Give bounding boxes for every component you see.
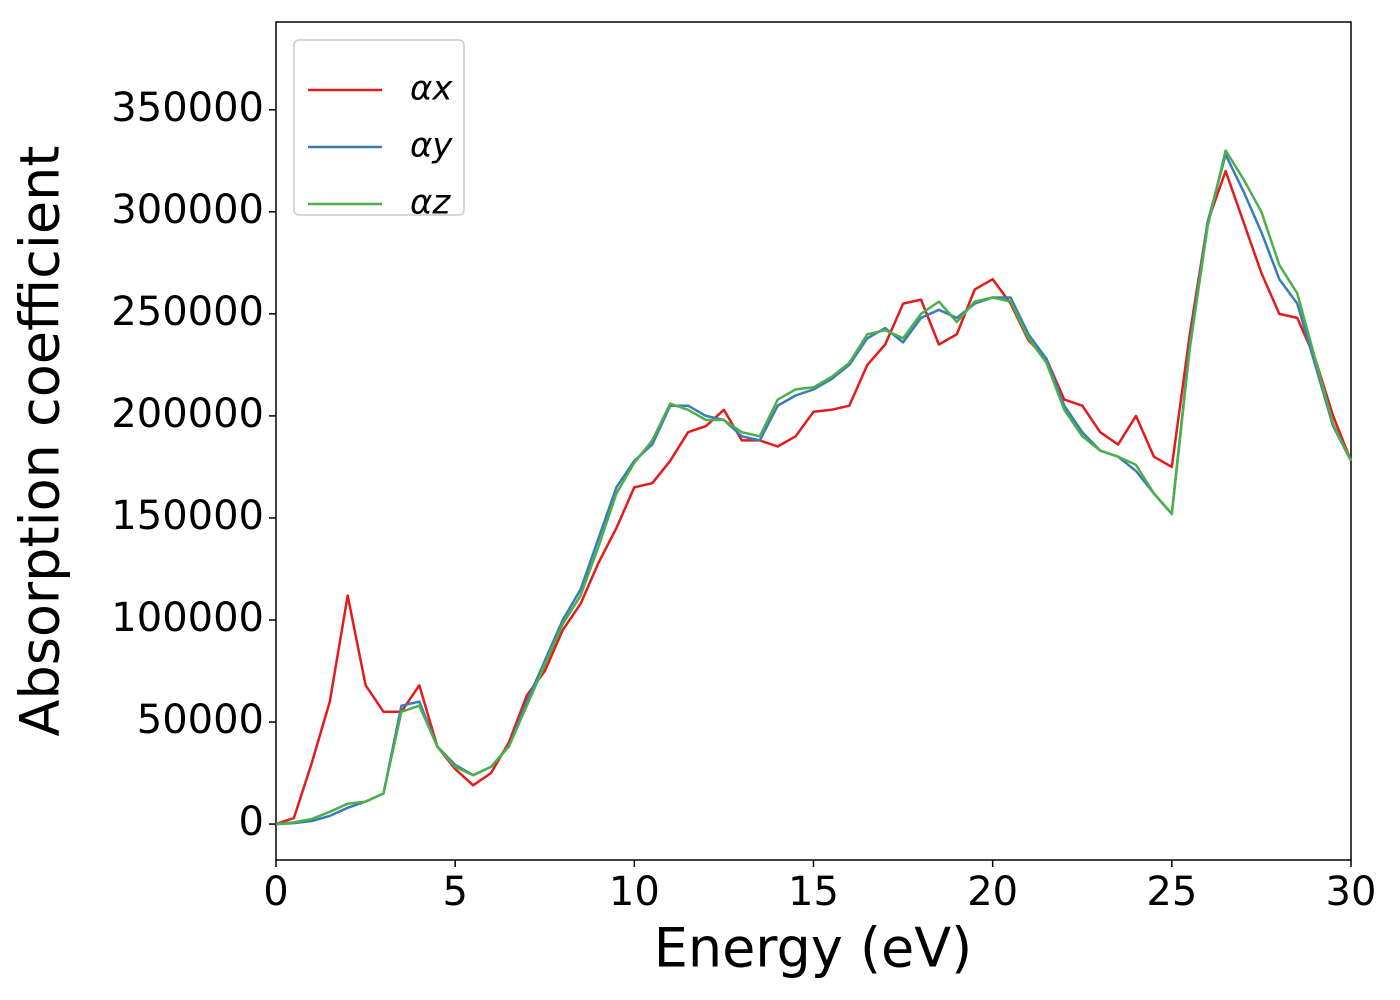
x-tick-label: 10 [609,869,660,915]
series-line [275,153,1353,826]
legend-label: αx [410,69,453,109]
y-tick-label: 0 [239,799,264,845]
legend-label: αz [410,183,451,223]
x-tick-label: 30 [1326,869,1377,915]
series-line [275,149,1353,826]
y-axis-label: Absorption coefficient [9,146,72,737]
x-tick-label: 15 [788,869,839,915]
x-axis-label: Energy (eV) [654,917,973,980]
y-tick-label: 350000 [111,85,264,131]
legend-box [293,39,465,216]
x-tick-label: 25 [1146,869,1197,915]
y-tick-label: 300000 [111,187,264,233]
y-tick-label: 250000 [111,289,264,335]
x-tick-label: 5 [442,869,467,915]
legend-label: αy [410,126,453,166]
y-tick-label: 100000 [111,595,264,641]
x-tick-label: 0 [263,869,288,915]
y-tick-label: 200000 [111,391,264,437]
y-tick-label: 50000 [137,697,264,743]
y-tick-label: 150000 [111,493,264,539]
x-tick-label: 20 [967,869,1018,915]
series-line [275,169,1353,826]
